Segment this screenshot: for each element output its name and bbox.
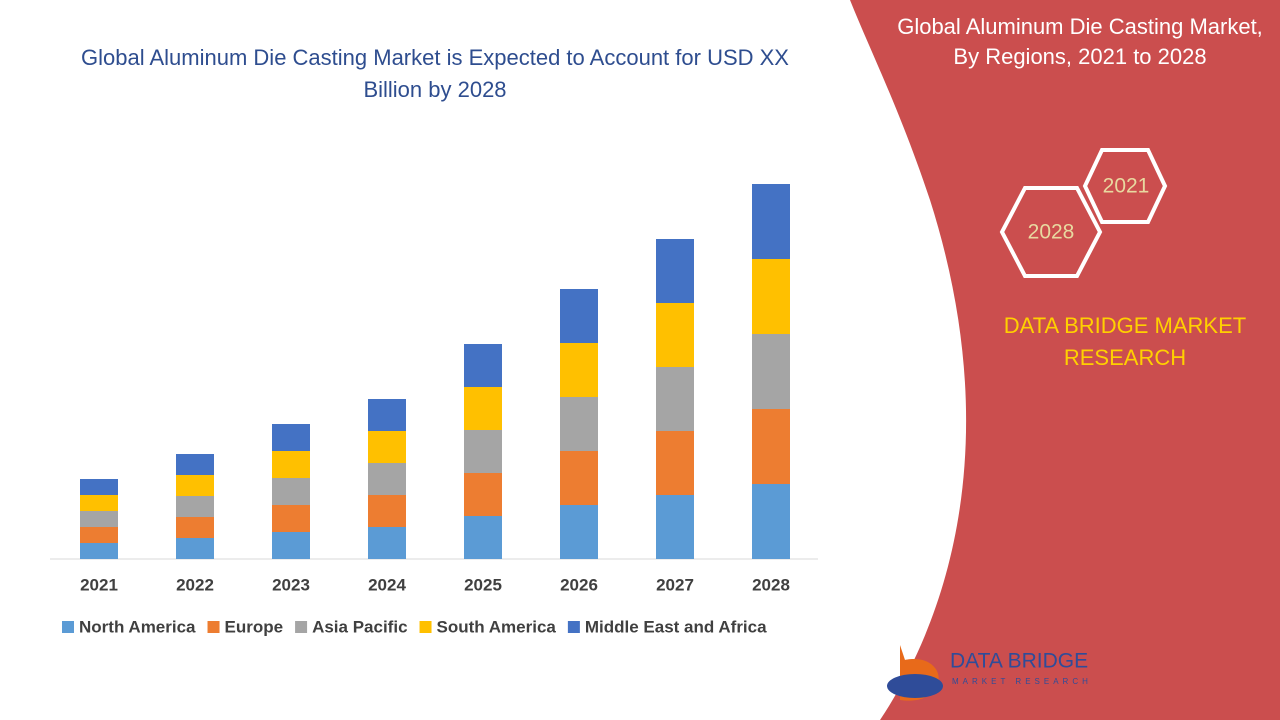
bar-segment [80, 495, 118, 511]
bar-segment [272, 505, 310, 532]
bar-segment [560, 451, 598, 505]
bar-segment [176, 517, 214, 538]
bar-segment [560, 343, 598, 397]
x-tick-label: 2021 [80, 575, 118, 594]
legend-label: Middle East and Africa [585, 617, 767, 636]
bar-segment [176, 454, 214, 475]
bar-segment [752, 184, 790, 259]
logo-name: DATA BRIDGE [950, 650, 1088, 673]
bar-segment [272, 478, 310, 505]
bar-segment [464, 344, 502, 387]
side-panel-bg [850, 0, 1280, 720]
bar-segment [272, 451, 310, 478]
legend-swatch [207, 621, 220, 633]
bar-segment [656, 303, 694, 367]
legend-swatch [567, 621, 580, 633]
bar-segment [560, 505, 598, 559]
bar-segment [656, 239, 694, 303]
legend-swatch [419, 621, 432, 633]
bar-segment [176, 496, 214, 517]
bar-segment [80, 511, 118, 527]
hex-label: 2021 [1103, 175, 1150, 198]
chart-title: Global Aluminum Die Casting Market is Ex… [81, 45, 789, 102]
bar-segment [560, 397, 598, 451]
bar-segment [272, 532, 310, 559]
logo-icon [887, 674, 943, 698]
bar-segment [560, 289, 598, 343]
bar-segment [752, 484, 790, 559]
hexagon [999, 186, 1103, 278]
bar-segment [80, 543, 118, 559]
bar-segment [656, 495, 694, 559]
bar-segment [752, 334, 790, 409]
x-tick-label: 2028 [752, 575, 790, 594]
x-tick-label: 2026 [560, 575, 598, 594]
bar-segment [656, 367, 694, 431]
brand: DATA BRIDGE MARKET RESEARCH [1003, 313, 1247, 370]
legend-label: South America [437, 617, 557, 636]
hex-label: 2028 [1028, 221, 1075, 244]
bar-segment [368, 463, 406, 495]
bar-segment [752, 409, 790, 484]
bar-segment [464, 516, 502, 559]
bar-segment [656, 431, 694, 495]
bar-segment [80, 479, 118, 495]
bar-segment [752, 259, 790, 334]
bar-segment [176, 538, 214, 559]
bar-segment [80, 527, 118, 543]
bar-segment [368, 431, 406, 463]
logo-sub: MARKET RESEARCH [952, 677, 1092, 686]
bar-segment [464, 473, 502, 516]
x-tick-label: 2022 [176, 575, 214, 594]
legend-label: Asia Pacific [312, 617, 407, 636]
x-tick-label: 2023 [272, 575, 310, 594]
legend-swatch [295, 621, 308, 633]
bar-segment [176, 475, 214, 496]
bar-segment [368, 527, 406, 559]
x-tick-label: 2025 [464, 575, 502, 594]
hexagon [1082, 148, 1168, 224]
bar-segment [464, 387, 502, 430]
x-tick-label: 2024 [368, 575, 406, 594]
legend-swatch [62, 621, 74, 633]
bar-segment [464, 430, 502, 473]
bar-segment [368, 399, 406, 431]
panel-title: Global Aluminum Die Casting Market, By R… [897, 14, 1263, 69]
bar-segment [368, 495, 406, 527]
legend-label: Europe [225, 617, 284, 636]
bar-segment [272, 424, 310, 451]
x-tick-label: 2027 [656, 575, 694, 594]
legend-label: North America [79, 617, 196, 636]
